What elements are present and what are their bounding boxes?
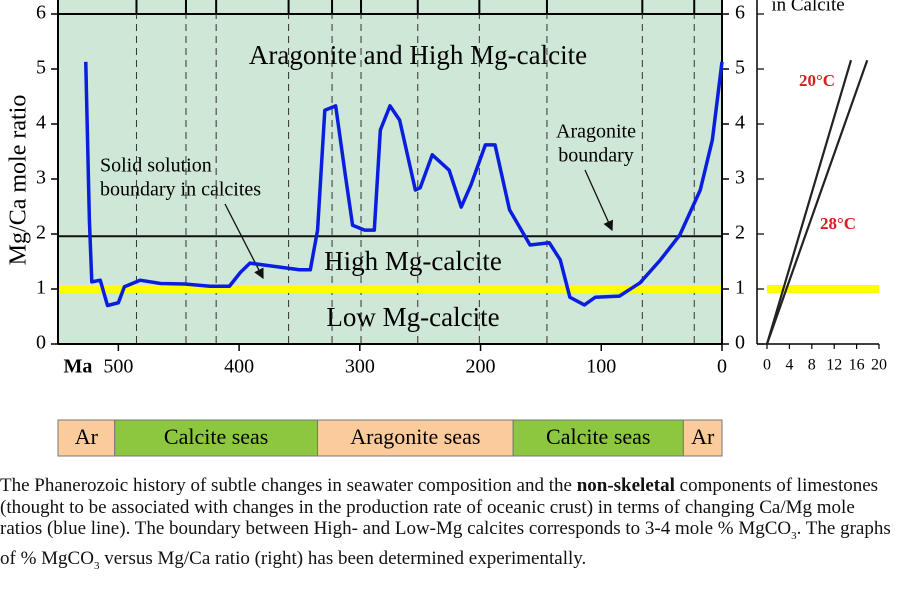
data-line bbox=[765, 59, 853, 345]
x-tick-label: 100 bbox=[586, 356, 616, 378]
annotation: Low Mg-calcite bbox=[326, 302, 499, 332]
annotation: boundary in calcites bbox=[100, 179, 261, 201]
arrow bbox=[584, 169, 614, 232]
x-tick-label: 400 bbox=[224, 356, 254, 378]
annotation: High Mg-calcite bbox=[324, 246, 502, 276]
sea-label: Ar bbox=[691, 424, 715, 449]
caption-part: components of limestones (thought to be … bbox=[0, 475, 879, 540]
series-label: 20°C bbox=[799, 71, 835, 90]
y-tick-label: 2 bbox=[36, 222, 46, 244]
r-y-tick-label: 4 bbox=[735, 112, 745, 134]
y-tick-label: 5 bbox=[36, 57, 46, 79]
x-tick-label: 500 bbox=[103, 356, 133, 378]
y-tick-label: 6 bbox=[36, 2, 46, 24]
r-x-tick-label: 8 bbox=[808, 357, 816, 374]
r-y-tick-label: 5 bbox=[735, 57, 745, 79]
r-y-tick-label: 6 bbox=[735, 2, 745, 24]
sea-segment bbox=[114, 419, 319, 457]
caption-part: . The graphs of % MgCO bbox=[0, 518, 891, 569]
y-tick-label: 4 bbox=[36, 112, 46, 134]
sea-segment bbox=[512, 419, 684, 457]
sea-segment bbox=[682, 419, 723, 457]
x-tick-label: 300 bbox=[345, 356, 375, 378]
sea-label: Aragonite seas bbox=[350, 424, 480, 449]
y-tick-label: 1 bbox=[36, 277, 46, 299]
figure: Mg/Ca mole ratio Ma Aragonite and High M… bbox=[6, 0, 887, 457]
annotation: Aragonite bbox=[556, 121, 636, 143]
annotation: boundary bbox=[558, 145, 634, 167]
data-line bbox=[84, 61, 724, 308]
r-x-tick-label: 0 bbox=[763, 357, 771, 374]
seas-bar: Ar Calcite seas Aragonite seas Calcite seas… bbox=[57, 419, 723, 457]
r-y-tick-label: 0 bbox=[735, 332, 745, 354]
x-tick-label: 200 bbox=[466, 356, 496, 378]
caption-part: versus Mg/Ca ratio (right) has been dete… bbox=[99, 547, 587, 569]
sea-label: Ar bbox=[75, 424, 99, 449]
sea-label: Calcite seas bbox=[546, 424, 650, 449]
y-axis-label: Mg/Ca mole ratio bbox=[6, 95, 32, 266]
caption: The Phanerozoic history of subtle change… bbox=[0, 475, 900, 577]
x-unit: Ma bbox=[64, 356, 93, 378]
r-x-tick-label: 4 bbox=[785, 357, 793, 374]
data-line bbox=[765, 59, 869, 345]
right-chart-title: in Calcite bbox=[771, 0, 844, 15]
r-x-tick-label: 20 bbox=[871, 357, 887, 374]
r-x-tick-label: 12 bbox=[826, 357, 842, 374]
r-y-tick-label: 3 bbox=[735, 167, 745, 189]
r-y-tick-label: 2 bbox=[735, 222, 745, 244]
caption-part: 3 bbox=[791, 529, 797, 542]
sea-label: Calcite seas bbox=[164, 424, 268, 449]
caption-part: non-skeletal bbox=[576, 475, 675, 496]
y-tick-label: 0 bbox=[36, 332, 46, 354]
y-tick-label: 3 bbox=[36, 167, 46, 189]
sea-segment bbox=[317, 419, 514, 457]
series-label: 28°C bbox=[820, 214, 856, 233]
caption-part: 3 bbox=[93, 559, 100, 572]
r-x-tick-label: 16 bbox=[849, 357, 865, 374]
caption-part: The Phanerozoic history of subtle change… bbox=[0, 475, 577, 496]
annotation: Solid solution bbox=[100, 155, 212, 177]
sea-segment bbox=[57, 419, 116, 457]
r-y-tick-label: 1 bbox=[735, 277, 745, 299]
x-tick-label: 0 bbox=[717, 356, 727, 378]
